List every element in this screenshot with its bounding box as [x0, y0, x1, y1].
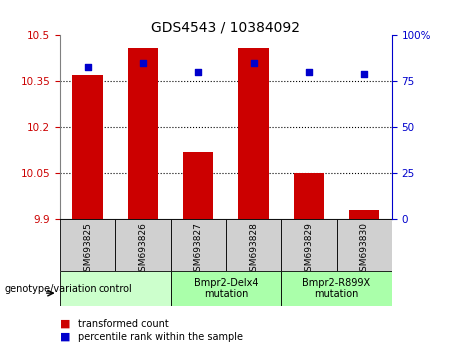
Bar [238, 48, 269, 219]
Bar [281, 271, 392, 306]
Bar [294, 173, 324, 219]
Bar [349, 210, 379, 219]
Point [305, 69, 313, 75]
Bar [72, 75, 103, 219]
Text: ■: ■ [60, 319, 71, 329]
Text: percentile rank within the sample: percentile rank within the sample [78, 332, 243, 342]
Text: GSM693830: GSM693830 [360, 222, 369, 277]
Text: Bmpr2-Delx4
mutation: Bmpr2-Delx4 mutation [194, 278, 258, 299]
Text: GSM693828: GSM693828 [249, 222, 258, 277]
Point [361, 71, 368, 77]
Text: GSM693826: GSM693826 [138, 222, 148, 277]
Text: GSM693829: GSM693829 [304, 222, 313, 277]
Text: control: control [98, 284, 132, 293]
Bar [60, 219, 115, 271]
Text: genotype/variation: genotype/variation [5, 284, 97, 293]
Bar [60, 271, 171, 306]
Bar [183, 152, 213, 219]
Point [139, 60, 147, 66]
Title: GDS4543 / 10384092: GDS4543 / 10384092 [151, 20, 301, 34]
Bar [226, 219, 281, 271]
Bar [281, 219, 337, 271]
Bar [115, 219, 171, 271]
Point [195, 69, 202, 75]
Bar [171, 219, 226, 271]
Point [250, 60, 257, 66]
Point [84, 64, 91, 69]
Text: GSM693827: GSM693827 [194, 222, 203, 277]
Bar [337, 219, 392, 271]
Text: GSM693825: GSM693825 [83, 222, 92, 277]
Text: Bmpr2-R899X
mutation: Bmpr2-R899X mutation [302, 278, 371, 299]
Bar [128, 48, 158, 219]
Bar [171, 271, 281, 306]
Text: transformed count: transformed count [78, 319, 169, 329]
Text: ■: ■ [60, 332, 71, 342]
